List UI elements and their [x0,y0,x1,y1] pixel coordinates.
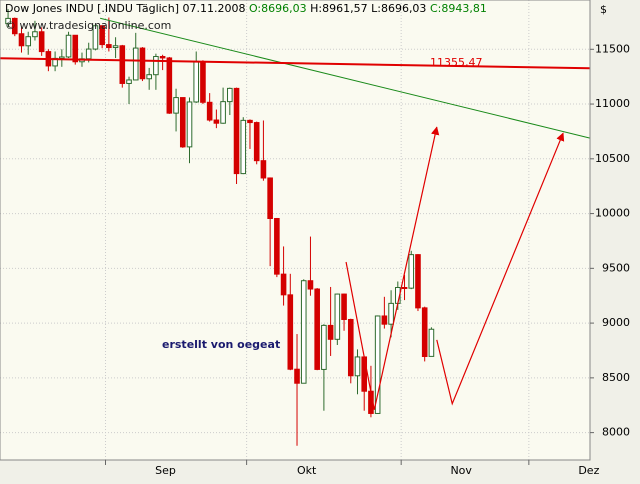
candle-body [166,57,173,114]
candle-body [18,33,25,47]
plot-border [0,0,591,461]
candle-body [408,254,415,289]
x-tick-label: Okt [297,464,317,477]
candle-body [274,218,280,275]
candle-body [59,56,65,59]
candle-body [186,101,193,148]
candle-body [300,280,307,384]
annotation: erstellt von oegeat [162,338,280,351]
x-tick-label: Nov [450,464,472,477]
candle-body [294,368,300,384]
candle-body [106,44,112,49]
candle-body [5,17,11,25]
candle-body [11,17,18,35]
candle-body [334,293,341,340]
trend-line [345,126,440,410]
y-tick-label: 10500 [595,152,630,165]
candle-body [415,254,421,309]
chart-title: Dow Jones INDU [.INDU Täglich] 07.11.200… [5,2,487,15]
candle-body [341,293,347,320]
candle-body [206,101,213,121]
candle-body [126,79,132,84]
candle-body [119,45,126,84]
candle-body [347,318,354,377]
y-tick-label: 8500 [602,371,630,384]
candle-body [173,97,179,114]
x-tick-label: Dez [578,464,599,477]
candle-body [159,56,166,59]
y-tick-label: 8000 [602,426,630,439]
candle-body [72,34,79,63]
candle-body [85,48,92,60]
candle-body [92,25,99,50]
candle-body [99,25,105,46]
candle-body [247,119,253,124]
candle-body [361,356,368,392]
candle-body [354,356,361,377]
candle-body [146,74,152,80]
candle-body [321,324,327,370]
watermark: © www.tradesignalonline.com [5,19,171,32]
candle-body [374,315,381,414]
candle-body [193,61,200,103]
candle-body [32,31,38,38]
y-tick-label: 9000 [602,316,630,329]
candle-body [139,47,146,80]
trend-line [100,17,591,139]
candle-body [132,47,139,81]
candle-body [428,328,435,357]
x-tick-label: Sep [155,464,176,477]
candle-body [25,36,32,47]
candle-body [112,45,119,49]
candle-body [381,315,388,325]
candle-body [240,119,247,175]
y-tick-label: 10000 [595,207,630,220]
candle-body [38,31,45,53]
candle-body [267,177,273,220]
candle-body [233,87,240,175]
y-tick-label: 11500 [595,42,630,55]
candle-body [65,34,72,58]
trend-line [436,132,565,406]
candle-body [220,101,226,124]
y-tick-label: 11000 [595,97,630,110]
candle-body [200,61,206,103]
candle-body [307,280,314,290]
currency-label: $ [600,3,607,16]
candle-body [327,324,334,340]
y-tick-label: 9500 [602,261,630,274]
candle-body [388,302,394,325]
candle-body [287,294,294,370]
candle-body [253,122,260,162]
candle-body [421,307,428,357]
line-label: 11355,47 [430,56,483,69]
candle-body [213,119,220,124]
candle-body [153,56,159,76]
candle-body [227,87,233,103]
candle-body [260,160,267,179]
candle-body [280,273,287,296]
trend-line [0,57,591,70]
candle-body [179,97,186,148]
plot-area [0,0,590,460]
candle-body [314,288,320,370]
candle-body [401,287,408,289]
